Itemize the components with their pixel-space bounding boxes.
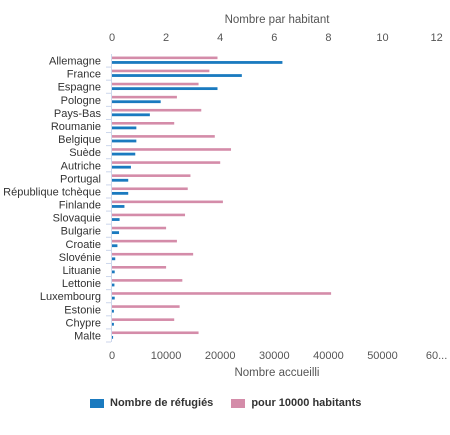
category-label: Estonie (64, 304, 101, 316)
bar-refugees (112, 178, 129, 182)
bar-per-10000 (112, 200, 223, 204)
category-label: Portugal (60, 173, 101, 185)
bar-refugees (112, 87, 218, 91)
bar-per-10000 (112, 69, 210, 73)
category-label: Finlande (59, 200, 101, 212)
top-axis-title: Nombre par habitant (225, 14, 331, 26)
top-axis-tick-label: 12 (430, 32, 442, 44)
category-label: Roumanie (51, 121, 101, 133)
bar-per-10000 (112, 252, 194, 256)
bar-refugees (112, 218, 120, 221)
bar-refugees (112, 126, 137, 130)
category-label: Allemagne (49, 56, 101, 68)
bar-refugees (112, 100, 161, 104)
top-axis-tick-label: 10 (376, 32, 388, 44)
legend: Nombre de réfugiés pour 10000 habitants (90, 397, 361, 409)
bar-per-10000 (112, 122, 175, 125)
category-label: Belgique (58, 134, 101, 146)
bottom-axis-title: Nombre accueilli (234, 367, 319, 379)
category-label: Bulgarie (61, 226, 101, 238)
legend-item-per-10000[interactable]: pour 10000 habitants (231, 397, 361, 409)
bar-per-10000 (112, 95, 177, 99)
bar-per-10000 (112, 266, 167, 269)
legend-label-per-10000: pour 10000 habitants (251, 397, 362, 409)
category-label: Chypre (66, 317, 101, 329)
bottom-axis-tick-label: 40000 (313, 350, 344, 362)
category-label: Luxembourg (40, 291, 101, 303)
bar-per-10000 (112, 279, 183, 282)
legend-swatch-refugees (90, 398, 104, 408)
bottom-axis-tick-label: 60... (426, 350, 447, 362)
category-label: République tchèque (3, 186, 101, 198)
bar-per-10000 (112, 135, 215, 138)
bar-per-10000 (112, 148, 232, 151)
bar-refugees (112, 296, 115, 300)
bar-refugees (112, 335, 114, 339)
bar-per-10000 (112, 305, 180, 308)
bar-refugees (112, 205, 125, 208)
legend-label-refugees: Nombre de réfugiés (110, 397, 214, 409)
top-axis-tick-label: 2 (163, 32, 169, 44)
bar-refugees (112, 191, 129, 195)
category-label: Suède (69, 147, 101, 159)
bar-per-10000 (112, 174, 191, 177)
bar-refugees (112, 270, 115, 274)
top-axis-tick-label: 6 (271, 32, 277, 44)
category-label: Slovaquie (53, 213, 101, 225)
category-label: Lettonie (62, 278, 101, 290)
bar-refugees (112, 257, 116, 261)
top-axis-tick-label: 0 (109, 32, 115, 44)
bar-refugees (112, 165, 131, 169)
bar-per-10000 (112, 239, 177, 243)
legend-swatch-per-10000 (231, 398, 246, 408)
bar-per-10000 (112, 108, 202, 112)
category-label: France (67, 69, 101, 81)
bottom-axis-tick-label: 10000 (151, 350, 182, 362)
bar-refugees (112, 309, 114, 313)
top-axis-tick-label: 4 (217, 32, 223, 44)
bar-refugees (112, 61, 283, 64)
bar-per-10000 (112, 82, 199, 86)
category-label: Pologne (61, 95, 101, 107)
bar-per-10000 (112, 56, 218, 60)
bar-refugees (112, 244, 118, 248)
category-label: Espagne (58, 82, 101, 94)
bar-refugees (112, 74, 242, 77)
bar-refugees (112, 152, 136, 156)
bar-refugees (112, 231, 120, 235)
bottom-axis-tick-label: 50000 (367, 350, 398, 362)
bar-per-10000 (112, 292, 332, 295)
bottom-axis-tick-label: 0 (109, 350, 115, 362)
bar-per-10000 (112, 331, 199, 335)
category-label: Croatie (66, 239, 101, 251)
category-label: Lituanie (62, 265, 101, 277)
legend-item-refugees[interactable]: Nombre de réfugiés (90, 397, 213, 409)
category-label: Autriche (61, 160, 101, 172)
bar-refugees (112, 113, 150, 117)
bar-per-10000 (112, 161, 221, 164)
category-label: Malte (74, 330, 101, 342)
bar-per-10000 (112, 213, 186, 217)
top-axis-tick-label: 8 (325, 32, 331, 44)
bar-per-10000 (112, 226, 167, 230)
category-label: Slovénie (59, 252, 101, 264)
bar-per-10000 (112, 318, 175, 321)
bottom-axis-tick-label: 30000 (259, 350, 290, 362)
bottom-axis-tick-label: 20000 (205, 350, 236, 362)
bar-refugees (112, 283, 115, 287)
bar-refugees (112, 322, 114, 326)
bar-per-10000 (112, 187, 188, 191)
category-label: Pays-Bas (54, 108, 102, 120)
bar-refugees (112, 139, 137, 143)
